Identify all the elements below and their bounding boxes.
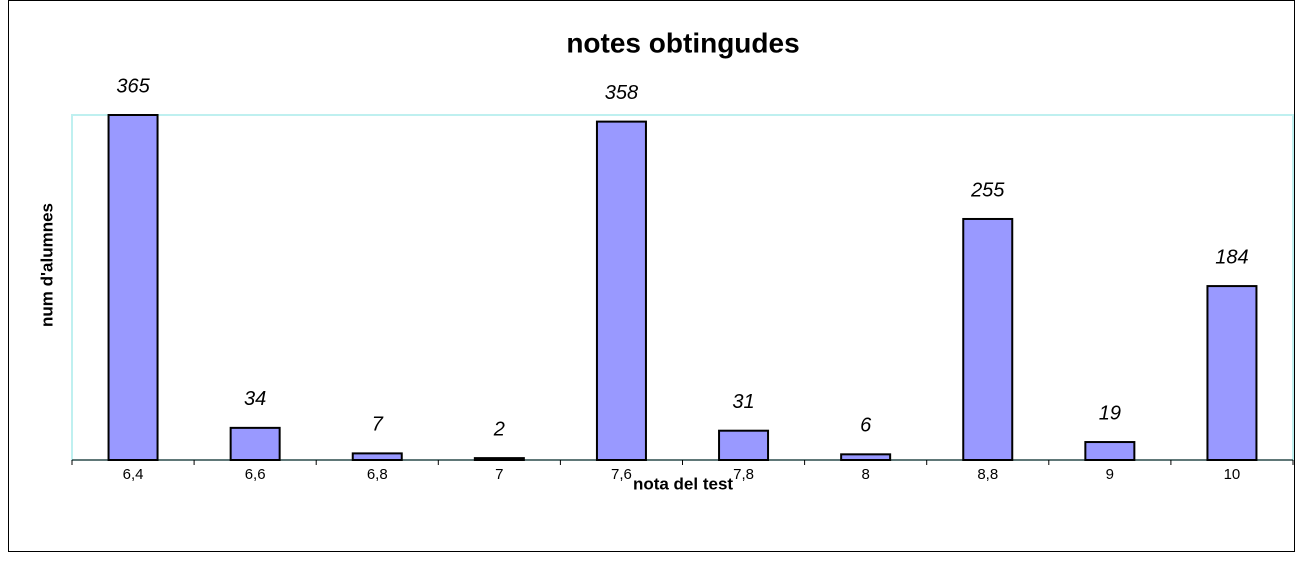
bar: [473, 457, 525, 461]
chart-border: [8, 0, 1295, 552]
x-tick-label: 8: [861, 466, 869, 483]
bar: [595, 120, 647, 462]
x-tick-label: 6,6: [245, 466, 266, 483]
value-label: 6: [860, 415, 872, 437]
x-tick-label: 9: [1106, 466, 1114, 483]
x-tick-label: 10: [1224, 466, 1241, 483]
value-label: 34: [244, 388, 266, 410]
x-axis-label: nota del test: [633, 474, 733, 493]
value-label: 255: [970, 179, 1005, 201]
bar: [351, 452, 403, 462]
value-label: 365: [116, 75, 150, 97]
y-axis-label: num d'alumnes: [37, 203, 56, 327]
x-tick-label: 7,8: [733, 466, 754, 483]
x-tick-label: 7: [495, 466, 503, 483]
bar: [107, 114, 159, 461]
bar: [840, 453, 892, 461]
value-label: 7: [372, 414, 384, 436]
bar: [962, 217, 1014, 461]
value-label: 2: [493, 418, 505, 440]
x-tick-label: 8,8: [977, 466, 998, 483]
bar: [1206, 285, 1258, 461]
value-label: 184: [1215, 246, 1248, 268]
bar: [229, 426, 281, 461]
bar: [1084, 441, 1136, 462]
x-tick-label: 6,8: [367, 466, 388, 483]
value-label: 19: [1099, 402, 1121, 424]
chart-title: notes obtingudes: [566, 27, 799, 58]
bar: [718, 429, 770, 462]
x-tick-label: 6,4: [123, 466, 144, 483]
x-tick-label: 7,6: [611, 466, 632, 483]
value-label: 31: [732, 391, 754, 413]
value-label: 358: [605, 82, 638, 104]
